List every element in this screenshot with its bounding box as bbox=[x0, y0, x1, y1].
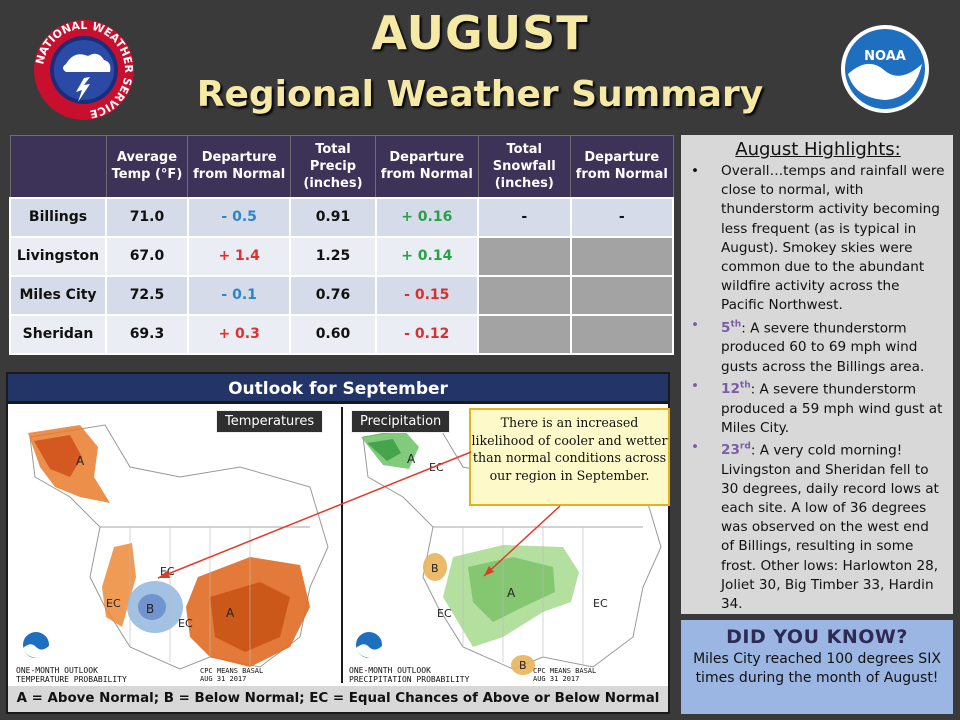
snow-departure-cell-unavailable bbox=[569, 274, 675, 316]
svg-text:A: A bbox=[76, 454, 85, 468]
table-row: Sheridan 69.3 + 0.3 0.60 - 0.12 bbox=[9, 313, 675, 355]
column-header-snow-departure: Departure from Normal bbox=[570, 135, 674, 198]
precip-cell: 1.25 bbox=[289, 235, 377, 277]
svg-text:NOAA: NOAA bbox=[864, 49, 906, 64]
precip-departure-cell: - 0.15 bbox=[374, 274, 480, 316]
svg-text:EC: EC bbox=[429, 461, 444, 474]
column-header-city bbox=[9, 135, 107, 198]
climate-table: Average Temp (°F) Departure from Normal … bbox=[9, 135, 675, 355]
avg-temp-cell: 67.0 bbox=[105, 235, 189, 277]
table-row: Miles City 72.5 - 0.1 0.76 - 0.15 bbox=[9, 274, 675, 316]
svg-text:EC: EC bbox=[106, 597, 121, 610]
precip-cell: 0.60 bbox=[289, 313, 377, 355]
precipitation-map-caption: ONE-MONTH OUTLOOK PRECIPITATION PROBABIL… bbox=[349, 666, 470, 683]
list-item: 23rd: A very cold morning! Livingston an… bbox=[691, 438, 945, 614]
column-header-temp-departure: Departure from Normal bbox=[187, 135, 291, 198]
temperature-map-graphic: A A B EC EC EC bbox=[21, 424, 329, 670]
avg-temp-cell: 72.5 bbox=[105, 274, 189, 316]
list-item: 5th: A severe thunderstorm produced 60 t… bbox=[691, 316, 945, 377]
column-header-total-snowfall: Total Snowfall (inches) bbox=[477, 135, 572, 198]
precipitation-map-credit: CPC MEANS BASAL AUG 31 2017 bbox=[533, 667, 597, 683]
snowfall-cell-unavailable bbox=[477, 313, 572, 355]
column-header-precip-departure: Departure from Normal bbox=[375, 135, 479, 198]
snow-departure-cell: - bbox=[569, 196, 675, 238]
highlights-list: Overall…temps and rainfall were close to… bbox=[691, 162, 945, 614]
precip-departure-cell: + 0.16 bbox=[374, 196, 480, 238]
avg-temp-cell: 69.3 bbox=[105, 313, 189, 355]
svg-text:B: B bbox=[146, 602, 154, 616]
highlights-title: August Highlights: bbox=[735, 139, 901, 160]
snowfall-cell: - bbox=[477, 196, 572, 238]
snow-departure-cell-unavailable bbox=[569, 313, 675, 355]
snow-departure-cell-unavailable bbox=[569, 235, 675, 277]
outlook-legend: A = Above Normal; B = Below Normal; EC =… bbox=[8, 686, 668, 712]
avg-temp-cell: 71.0 bbox=[105, 196, 189, 238]
city-cell: Miles City bbox=[9, 274, 107, 316]
temperature-outlook-map: A A B EC EC EC Temperatures ONE-MONTH OU… bbox=[10, 407, 336, 683]
snowfall-cell-unavailable bbox=[477, 274, 572, 316]
column-header-avg-temp: Average Temp (°F) bbox=[105, 135, 189, 198]
svg-text:EC: EC bbox=[593, 597, 608, 610]
temp-departure-cell: - 0.1 bbox=[186, 274, 292, 316]
temperatures-label: Temperatures bbox=[216, 410, 324, 433]
svg-text:B: B bbox=[519, 659, 527, 672]
precip-departure-cell: + 0.14 bbox=[374, 235, 480, 277]
precipitation-label: Precipitation bbox=[351, 410, 451, 433]
list-item: 12th: A severe thunderstorm produced a 5… bbox=[691, 377, 945, 438]
highlights-panel: August Highlights: Overall…temps and rai… bbox=[681, 135, 953, 614]
did-you-know-title: DID YOU KNOW? bbox=[726, 626, 908, 648]
svg-text:EC: EC bbox=[437, 607, 452, 620]
city-cell: Sheridan bbox=[9, 313, 107, 355]
temp-departure-cell: + 0.3 bbox=[186, 313, 292, 355]
page-subtitle: Regional Weather Summary bbox=[196, 74, 764, 115]
page-title: AUGUST bbox=[371, 6, 589, 60]
list-item: Overall…temps and rainfall were close to… bbox=[691, 162, 945, 316]
svg-text:A: A bbox=[407, 452, 416, 466]
svg-text:EC: EC bbox=[160, 565, 175, 578]
precip-departure-cell: - 0.12 bbox=[374, 313, 480, 355]
nws-logo: NATIONAL WEATHER SERVICE bbox=[32, 18, 136, 122]
precip-cell: 0.76 bbox=[289, 274, 377, 316]
snowfall-cell-unavailable bbox=[477, 235, 572, 277]
outlook-callout: There is an increased likelihood of cool… bbox=[469, 408, 670, 506]
precip-cell: 0.91 bbox=[289, 196, 377, 238]
temp-departure-cell: + 1.4 bbox=[186, 235, 292, 277]
svg-text:EC: EC bbox=[178, 617, 193, 630]
table-header-row: Average Temp (°F) Departure from Normal … bbox=[9, 135, 674, 198]
city-cell: Livingston bbox=[9, 235, 107, 277]
svg-text:A: A bbox=[507, 586, 516, 600]
city-cell: Billings bbox=[9, 196, 107, 238]
noaa-logo: NOAA bbox=[840, 24, 930, 114]
temp-departure-cell: - 0.5 bbox=[186, 196, 292, 238]
temperature-map-credit: CPC MEANS BASAL AUG 31 2017 bbox=[200, 667, 264, 683]
temperature-map-caption: ONE-MONTH OUTLOOK TEMPERATURE PROBABILIT… bbox=[16, 666, 127, 683]
svg-text:B: B bbox=[431, 562, 439, 575]
svg-text:A: A bbox=[226, 606, 235, 620]
table-row: Billings 71.0 - 0.5 0.91 + 0.16 - - bbox=[9, 196, 675, 238]
column-header-total-precip: Total Precip (inches) bbox=[289, 135, 377, 198]
outlook-title: Outlook for September bbox=[8, 374, 668, 404]
did-you-know-text: Miles City reached 100 degrees SIX times… bbox=[693, 651, 941, 686]
did-you-know-panel: DID YOU KNOW? Miles City reached 100 deg… bbox=[681, 620, 953, 714]
table-row: Livingston 67.0 + 1.4 1.25 + 0.14 bbox=[9, 235, 675, 277]
